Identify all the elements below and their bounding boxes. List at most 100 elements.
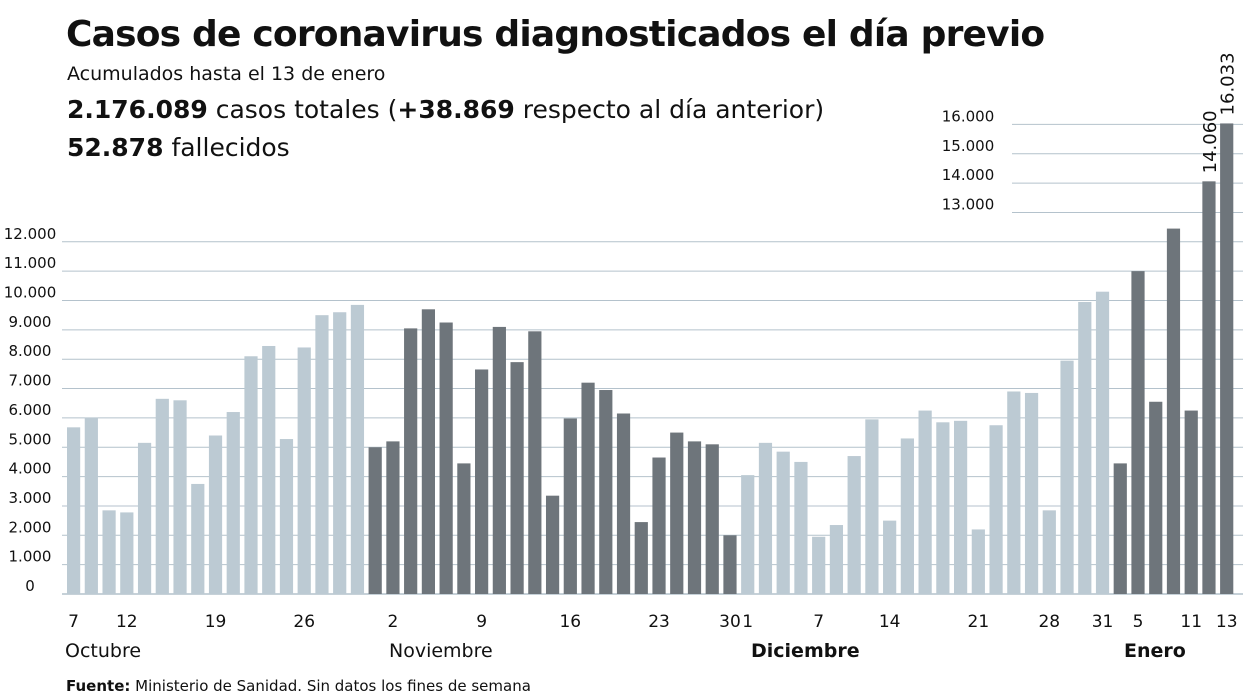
bar — [865, 419, 879, 594]
bar — [102, 510, 116, 594]
y-tick-label: 15.000 — [942, 137, 995, 155]
bar — [705, 444, 719, 594]
source-label: Fuente: — [66, 677, 131, 695]
bar — [350, 304, 365, 594]
bar — [1184, 410, 1198, 594]
x-tick-label: 31 — [1092, 612, 1114, 632]
bar — [297, 347, 311, 594]
bar — [812, 536, 826, 594]
x-tick-label: 7 — [68, 612, 79, 632]
bar — [652, 457, 666, 594]
y-tick-label: 7.000 — [9, 372, 52, 390]
delta-paren: ( — [387, 95, 398, 124]
bar — [226, 412, 240, 594]
bar — [244, 356, 258, 594]
y-tick-label: 10.000 — [4, 284, 57, 302]
bar — [954, 420, 968, 594]
bar — [279, 439, 294, 594]
bar — [333, 312, 347, 594]
bar — [776, 451, 790, 594]
x-tick-label: 16 — [559, 612, 581, 632]
bar — [989, 425, 1003, 594]
bar — [1024, 392, 1039, 594]
bar — [847, 456, 861, 594]
bar — [404, 328, 418, 594]
bar — [1042, 510, 1056, 594]
data-label: 16.033 — [1218, 52, 1239, 115]
bar — [262, 345, 276, 594]
bar — [723, 535, 737, 594]
bar — [1202, 181, 1216, 595]
y-tick-label: 8.000 — [9, 342, 52, 360]
bar — [84, 417, 98, 594]
y-tick-label: 16.000 — [942, 107, 995, 125]
y-tick-label: 1.000 — [9, 548, 52, 566]
y-tick-label: 11.000 — [4, 254, 57, 272]
x-tick-label: 5 — [1133, 612, 1144, 632]
x-tick-label: 26 — [293, 612, 315, 632]
bar — [599, 390, 613, 594]
bar — [155, 398, 169, 594]
x-tick-label: 30 — [719, 612, 741, 632]
bar — [1220, 123, 1234, 594]
total-cases-value: 2.176.089 — [67, 95, 208, 124]
x-tick-label: 7 — [813, 612, 824, 632]
bar — [971, 529, 985, 594]
y-tick-label: 5.000 — [9, 430, 52, 448]
bar — [1149, 401, 1163, 594]
bar — [758, 442, 773, 594]
bar — [900, 438, 914, 594]
x-tick-label: 14 — [879, 612, 901, 632]
delta-value: +38.869 — [397, 95, 515, 124]
source-note: Fuente: Ministerio de Sanidad. Sin datos… — [66, 677, 531, 695]
bar — [421, 309, 435, 594]
chart-title: Casos de coronavirus diagnosticados el d… — [66, 14, 1045, 55]
bar — [439, 322, 453, 594]
bar — [581, 382, 595, 594]
bar — [475, 369, 489, 594]
bar — [528, 331, 542, 594]
bar — [492, 326, 506, 594]
bar — [208, 435, 223, 594]
x-tick-label: 13 — [1216, 612, 1238, 632]
delta-label: respecto al día anterior) — [522, 95, 825, 124]
bar — [670, 432, 684, 594]
y-tick-label: 14.000 — [942, 166, 995, 184]
bar — [829, 525, 844, 594]
month-label: Octubre — [65, 640, 141, 662]
x-tick-label: 9 — [476, 612, 487, 632]
bar — [883, 520, 897, 594]
bar — [563, 418, 577, 594]
bar — [510, 362, 524, 594]
y-tick-label: 0 — [25, 577, 35, 595]
x-tick-label: 19 — [205, 612, 227, 632]
y-tick-label: 13.000 — [942, 195, 995, 213]
x-tick-label: 1 — [742, 612, 753, 632]
bar — [741, 475, 755, 594]
bar — [687, 441, 702, 594]
deaths-label: fallecidos — [171, 133, 290, 162]
bar — [1078, 301, 1092, 594]
month-label: Noviembre — [389, 640, 493, 662]
bar — [315, 315, 329, 594]
total-cases-label: casos totales — [215, 95, 380, 124]
y-tick-label: 4.000 — [9, 460, 52, 478]
x-tick-label: 2 — [388, 612, 399, 632]
data-label: 14.060 — [1200, 110, 1221, 173]
bar — [368, 447, 382, 594]
x-tick-label: 21 — [968, 612, 990, 632]
bar — [386, 441, 400, 594]
y-tick-label: 9.000 — [9, 313, 52, 331]
bar — [794, 461, 808, 594]
bar — [67, 427, 81, 594]
y-tick-label: 12.000 — [4, 225, 57, 243]
bar — [634, 522, 648, 594]
x-tick-label: 11 — [1180, 612, 1202, 632]
bar — [918, 410, 932, 594]
month-label: Diciembre — [751, 640, 860, 662]
bar — [1131, 271, 1145, 594]
y-tick-label: 6.000 — [9, 401, 52, 419]
bar — [1166, 228, 1181, 594]
x-tick-label: 12 — [116, 612, 138, 632]
